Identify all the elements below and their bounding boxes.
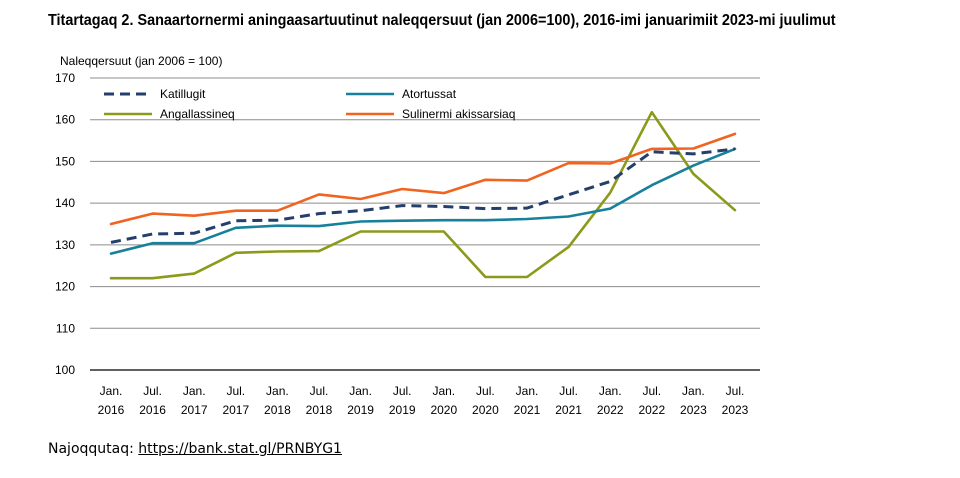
x-tick-label: 2019 bbox=[389, 403, 416, 417]
x-tick-label: 2023 bbox=[680, 403, 707, 417]
series-line-sulinermi-akissarsiaq bbox=[109, 132, 737, 226]
y-tick-label: 150 bbox=[55, 154, 75, 168]
x-tick-label: 2022 bbox=[597, 403, 624, 417]
legend-label: Atortussat bbox=[402, 87, 457, 101]
x-tick-label: Jan. bbox=[266, 384, 289, 398]
x-tick-label: 2017 bbox=[222, 403, 249, 417]
series-line-angallassineq bbox=[109, 110, 737, 280]
x-tick-label: 2016 bbox=[139, 403, 166, 417]
legend-label: Katillugit bbox=[160, 87, 206, 101]
x-tick-label: Jul. bbox=[559, 384, 578, 398]
y-tick-label: 100 bbox=[55, 363, 75, 377]
x-tick-label: Jul. bbox=[642, 384, 661, 398]
source-link[interactable]: https://bank.stat.gl/PRNBYG1 bbox=[138, 441, 342, 457]
x-tick-label: Jul. bbox=[226, 384, 245, 398]
x-tick-label: Jul. bbox=[393, 384, 412, 398]
x-tick-label: Jul. bbox=[726, 384, 745, 398]
source-note: Najoqqutaq: https://bank.stat.gl/PRNBYG1 bbox=[48, 441, 342, 457]
y-tick-label: 120 bbox=[55, 280, 75, 294]
series-lines bbox=[109, 110, 737, 280]
x-tick-label: 2018 bbox=[264, 403, 291, 417]
y-tick-label: 110 bbox=[56, 321, 75, 335]
x-tick-label: 2023 bbox=[722, 403, 749, 417]
x-tick-label: 2018 bbox=[306, 403, 333, 417]
y-tick-label: 170 bbox=[55, 71, 75, 85]
legend: Katillugit Atortussat Angallassineq Suliner… bbox=[104, 87, 515, 121]
x-tick-label: Jan. bbox=[183, 384, 206, 398]
y-axis-label: Naleqqersuut (jan 2006 = 100) bbox=[60, 54, 222, 68]
y-tick-label: 140 bbox=[55, 196, 75, 210]
series-line-katillugit bbox=[110, 147, 736, 244]
x-tick-label: Jan. bbox=[432, 384, 455, 398]
x-tick-label: 2020 bbox=[472, 403, 499, 417]
x-tick-label: Jul. bbox=[476, 384, 495, 398]
legend-label: Angallassineq bbox=[160, 107, 235, 121]
x-tick-label: 2017 bbox=[181, 403, 208, 417]
x-tick-label: 2021 bbox=[555, 403, 582, 417]
x-tick-label: Jan. bbox=[349, 384, 372, 398]
y-tick-label: 130 bbox=[55, 238, 75, 252]
x-axis-ticks: Jan. 2016 Jul. 2016 Jan. 2017 Jul. 2017 Jan. 2018… bbox=[98, 384, 749, 417]
series-line-atortussat bbox=[109, 147, 737, 255]
x-tick-label: Jan. bbox=[516, 384, 539, 398]
x-tick-label: 2021 bbox=[514, 403, 541, 417]
x-tick-label: Jan. bbox=[599, 384, 622, 398]
x-tick-label: 2020 bbox=[430, 403, 457, 417]
x-tick-label: Jul. bbox=[143, 384, 162, 398]
x-tick-label: 2022 bbox=[638, 403, 665, 417]
x-tick-label: 2019 bbox=[347, 403, 374, 417]
x-tick-label: Jan. bbox=[100, 384, 123, 398]
source-label: Najoqqutaq: bbox=[48, 441, 134, 457]
y-tick-label: 160 bbox=[55, 113, 75, 127]
x-tick-label: Jan. bbox=[682, 384, 705, 398]
x-tick-label: Jul. bbox=[310, 384, 329, 398]
x-tick-label: 2016 bbox=[98, 403, 125, 417]
y-axis-ticks: 100 110 120 130 140 150 160 170 bbox=[55, 71, 75, 377]
legend-label: Sulinermi akissarsiaq bbox=[402, 107, 515, 121]
chart-title: Titartagaq 2. Sanaartornermi aningaasart… bbox=[48, 12, 836, 29]
